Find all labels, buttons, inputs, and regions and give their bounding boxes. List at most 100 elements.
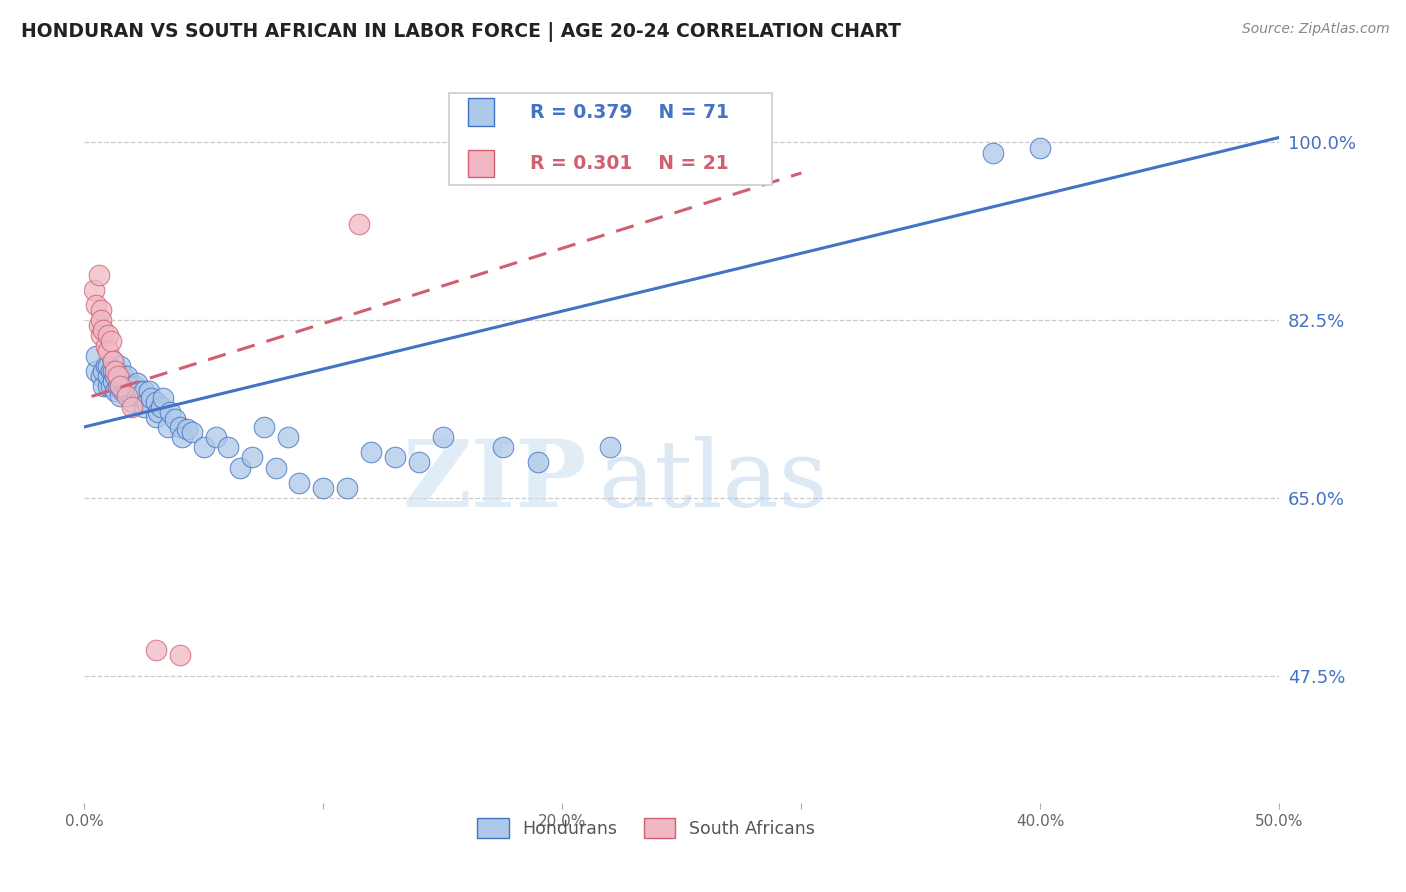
Point — [93, 323, 115, 337]
Point — [87, 318, 110, 333]
Text: R = 0.379    N = 71: R = 0.379 N = 71 — [530, 103, 728, 122]
Point — [128, 384, 150, 399]
Point — [312, 481, 335, 495]
Point — [408, 455, 430, 469]
Point — [86, 364, 108, 378]
Point — [148, 405, 170, 419]
Point — [121, 394, 143, 409]
Point — [107, 369, 129, 384]
Point — [86, 298, 108, 312]
Point — [193, 440, 215, 454]
Point — [110, 379, 132, 393]
Point — [217, 440, 239, 454]
Point — [172, 430, 194, 444]
Point — [1029, 140, 1052, 154]
Point — [101, 364, 124, 378]
Point — [135, 394, 157, 409]
Point — [121, 400, 143, 414]
Point — [176, 422, 198, 436]
Point — [131, 389, 153, 403]
Point — [253, 420, 276, 434]
Point — [110, 369, 132, 384]
Point — [149, 400, 172, 414]
Point — [94, 338, 117, 352]
Point — [181, 425, 204, 439]
Point — [229, 460, 252, 475]
Point — [277, 430, 299, 444]
Point — [90, 369, 112, 384]
Point — [97, 343, 120, 358]
Point — [132, 384, 156, 399]
Point — [145, 394, 167, 409]
Point — [360, 445, 382, 459]
FancyBboxPatch shape — [449, 94, 772, 185]
Point — [100, 364, 122, 378]
Point — [93, 379, 115, 393]
Point — [101, 354, 124, 368]
Point — [125, 389, 148, 403]
Point — [93, 364, 115, 378]
Point — [101, 354, 124, 368]
Point — [86, 349, 108, 363]
Point — [100, 379, 122, 393]
Point — [90, 313, 112, 327]
Point — [138, 384, 160, 399]
Point — [110, 379, 132, 393]
Point — [288, 475, 311, 490]
Bar — [468, 150, 495, 178]
Point — [205, 430, 228, 444]
Point — [104, 364, 127, 378]
Point — [107, 379, 129, 393]
Point — [165, 412, 187, 426]
Point — [83, 283, 105, 297]
Point — [169, 648, 191, 663]
Point — [101, 374, 124, 388]
Point — [384, 450, 406, 465]
Point — [111, 369, 134, 384]
Point — [104, 384, 127, 399]
Point — [981, 145, 1004, 160]
Point — [125, 376, 148, 391]
Point — [111, 384, 134, 399]
Point — [132, 400, 156, 414]
Point — [432, 430, 454, 444]
Text: Source: ZipAtlas.com: Source: ZipAtlas.com — [1241, 22, 1389, 37]
Point — [145, 643, 167, 657]
Point — [94, 359, 117, 373]
Point — [114, 379, 136, 393]
Point — [97, 369, 120, 384]
Point — [124, 379, 146, 393]
Point — [97, 379, 120, 393]
Point — [97, 359, 120, 373]
Point — [159, 405, 181, 419]
Point — [599, 440, 621, 454]
Point — [107, 364, 129, 378]
Point — [527, 455, 550, 469]
Point — [110, 389, 132, 403]
Legend: Hondurans, South Africans: Hondurans, South Africans — [471, 812, 821, 846]
Point — [145, 409, 167, 424]
Text: R = 0.301    N = 21: R = 0.301 N = 21 — [530, 154, 728, 173]
Point — [141, 392, 163, 406]
Point — [117, 369, 139, 384]
Point — [97, 328, 120, 343]
Point — [157, 420, 180, 434]
Point — [110, 359, 132, 373]
Text: ZIP: ZIP — [402, 436, 586, 526]
Point — [100, 334, 122, 348]
Bar — [468, 98, 495, 127]
Point — [117, 384, 139, 399]
Point — [492, 440, 515, 454]
Point — [349, 217, 371, 231]
Point — [117, 389, 139, 403]
Point — [90, 328, 112, 343]
Point — [104, 369, 127, 384]
Point — [118, 379, 141, 393]
Point — [240, 450, 263, 465]
Point — [121, 381, 143, 395]
Point — [87, 268, 110, 282]
Point — [169, 420, 191, 434]
Text: atlas: atlas — [599, 436, 828, 526]
Point — [336, 481, 359, 495]
Point — [152, 392, 174, 406]
